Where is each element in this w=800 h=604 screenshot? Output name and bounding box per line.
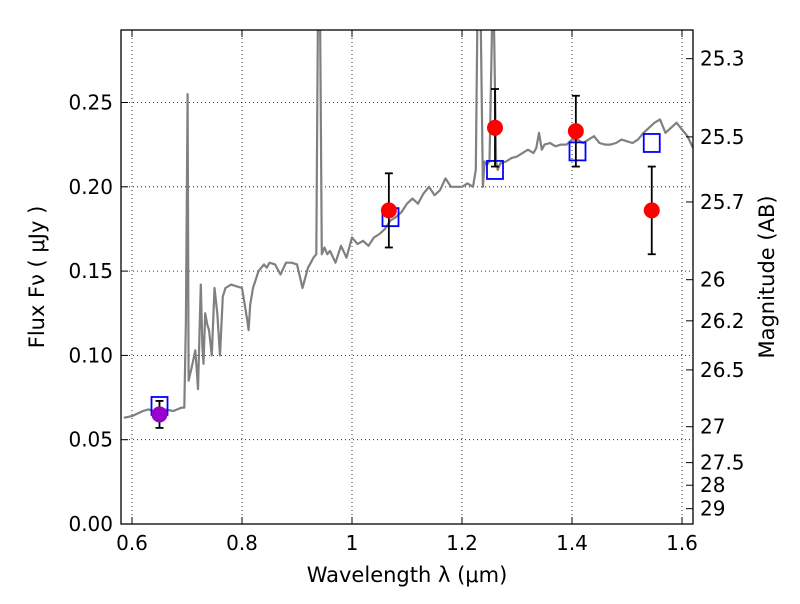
grid-lines [121, 30, 693, 525]
y-axis-title: Flux Fν ( μJy ) [25, 206, 49, 349]
right-tick-label: 25.3 [700, 47, 745, 71]
y-tick-label: 0.05 [68, 428, 113, 452]
y-tick-label: 0.00 [68, 512, 113, 536]
y-tick-label: 0.10 [68, 343, 113, 367]
y-tick-label: 0.15 [68, 259, 113, 283]
observed-point [380, 202, 397, 219]
right-tick-label: 27 [700, 415, 725, 439]
y-tick-label: 0.25 [68, 90, 113, 114]
right-tick-label: 26.5 [700, 358, 745, 382]
axis-ticks: 0.6 0.8 1 1.2 1.4 1.6 0.00 0.05 0.10 0.15 0.20 0.25… [68, 30, 745, 555]
observed-point [487, 119, 503, 136]
model-square-point [568, 141, 587, 162]
right-tick-label: 26.2 [700, 309, 745, 333]
x-tick-label: 1.2 [446, 531, 478, 555]
model-square-point [642, 133, 661, 153]
observed-point [567, 123, 584, 140]
x-tick-label: 1.4 [556, 531, 588, 555]
y-tick-label: 0.20 [68, 175, 113, 199]
right-tick-label: 26 [700, 268, 725, 292]
right-tick-label: 25.7 [700, 190, 745, 214]
x-tick-label: 1 [346, 531, 359, 555]
right-tick-label: 27.5 [700, 451, 745, 475]
right-tick-label: 28 [700, 473, 725, 497]
x-axis-title: Wavelength λ (μm) [307, 563, 508, 587]
right-axis-title: Magnitude (AB) [755, 195, 779, 358]
plot-area [123, 30, 693, 429]
observed-point [643, 202, 660, 219]
x-tick-label: 1.6 [666, 531, 698, 555]
observed-point [151, 406, 168, 423]
x-tick-label: 0.6 [116, 531, 148, 555]
x-tick-label: 0.8 [226, 531, 258, 555]
right-tick-label: 25.5 [700, 125, 745, 149]
axes-frame [120, 29, 694, 525]
spectrum-line [123, 30, 693, 419]
right-tick-label: 29 [700, 497, 725, 521]
